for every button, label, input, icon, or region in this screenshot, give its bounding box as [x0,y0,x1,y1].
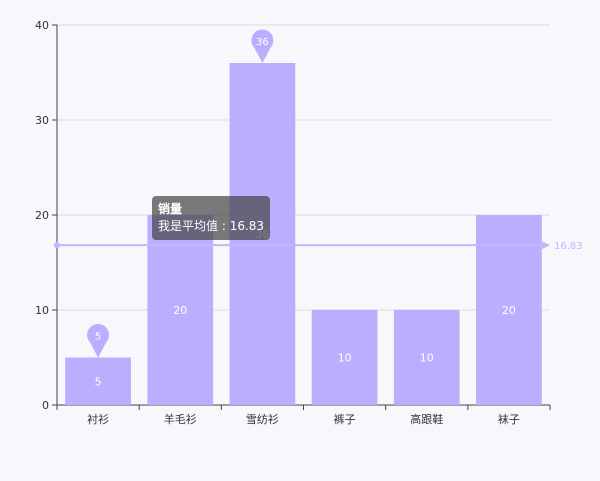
bar-value-label: 10 [338,352,352,365]
bar-value-label: 20 [173,304,187,317]
y-tick-label: 0 [42,399,49,412]
bar-value-label: 5 [95,375,102,388]
tooltip-label: 我是平均值 [158,219,219,233]
mark-line-label: 16.83 [554,241,583,252]
tooltip-value: 16.83 [229,219,265,233]
average-tooltip: 销量 我是平均值 : 16.83 [152,196,271,240]
bar-高跟鞋 [393,310,460,405]
mark-point-pin [87,323,110,358]
tooltip-separator: : [218,219,230,233]
mark-line-arrow [542,241,550,250]
x-tick-label: 雪纺衫 [246,412,279,426]
x-tick-label: 高跟鞋 [410,412,443,426]
tooltip-title: 销量 [158,202,183,216]
mark-point-label: 5 [95,332,101,343]
y-tick-label: 10 [35,304,49,317]
bar-value-label: 10 [420,352,434,365]
mark-point-label: 36 [256,37,269,48]
x-tick-label: 裤子 [334,412,356,426]
bar-袜子 [476,215,542,405]
bar-羊毛衫 [147,215,214,405]
bar-裤子 [311,310,378,405]
mark-line-start-dot [54,242,60,249]
x-tick-label: 羊毛衫 [164,412,197,426]
y-tick-label: 30 [35,114,49,127]
y-tick-label: 20 [35,209,49,222]
x-tick-label: 袜子 [498,412,520,426]
mark-point-pin [251,29,274,63]
bar-value-label: 20 [502,304,516,317]
tooltip-body: 我是平均值 : 16.83 [158,218,264,235]
x-tick-label: 衬衫 [87,413,109,426]
bar-衬衫 [65,357,131,405]
y-tick-label: 40 [35,19,49,32]
